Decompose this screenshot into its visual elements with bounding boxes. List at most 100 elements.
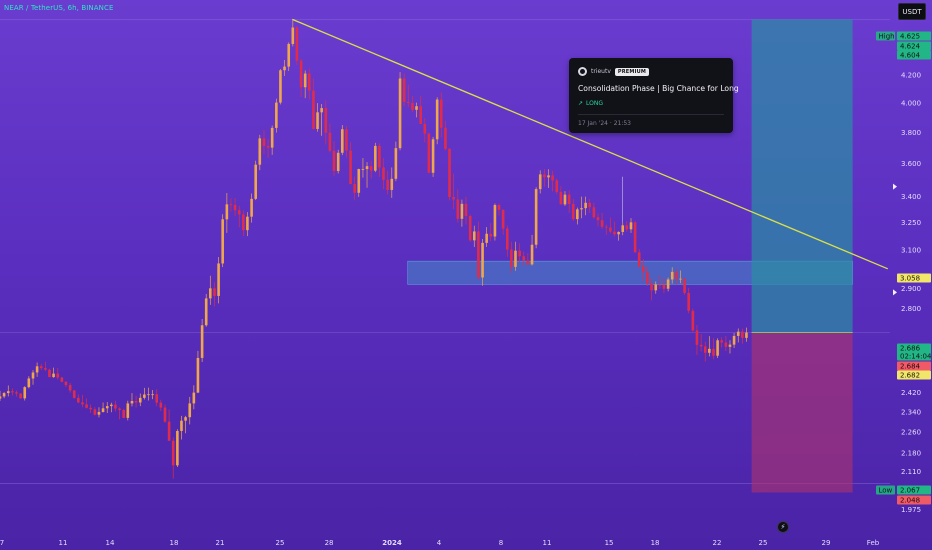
candle-body (728, 344, 732, 347)
price-tag-value: 2.682 (900, 372, 920, 380)
price-tag-value: 2.067 (900, 487, 920, 495)
trendline (292, 18, 889, 270)
candle-body (456, 199, 460, 219)
y-tick-label: 3.600 (901, 160, 921, 168)
candle-body (72, 390, 76, 398)
candle-body (143, 394, 146, 398)
price-tag-label-bg (876, 31, 895, 41)
candle-body (431, 139, 435, 173)
candle-body (477, 231, 480, 278)
candle-body (637, 252, 641, 267)
candle-body (584, 202, 587, 209)
price-tag-value: 4.604 (900, 52, 921, 60)
idea-title[interactable]: Consolidation Phase | Big Chance for Lon… (578, 84, 739, 93)
candle-body (68, 385, 72, 391)
candle-body (621, 225, 625, 232)
y-tick-label: 2.260 (901, 429, 921, 437)
candle-body (736, 331, 740, 336)
candle-body (180, 420, 183, 431)
x-tick-label: 18 (651, 539, 660, 547)
candle-body (386, 179, 389, 190)
candle-body (266, 145, 270, 148)
candle-body (213, 288, 216, 296)
candle-body (427, 133, 431, 173)
candle-body (250, 198, 253, 217)
price-tag-label-bg (876, 485, 895, 495)
x-tick-label: 7 (0, 539, 4, 547)
candle-body (114, 404, 117, 409)
candle-body (15, 392, 18, 394)
x-tick-label: Feb (867, 539, 880, 547)
candle-body (365, 166, 369, 170)
candle-body (423, 124, 427, 134)
symbol-info[interactable]: NEAR / TetherUS, 6h, BINANCE (4, 4, 114, 12)
candle-body (378, 145, 381, 168)
currency-button[interactable]: USDT (898, 3, 926, 20)
candle-body (357, 169, 361, 193)
candle-body (530, 244, 534, 265)
x-tick-label: 29 (822, 539, 831, 547)
candle-body (464, 203, 468, 216)
y-tick-label: 4.200 (901, 71, 921, 79)
price-tag-value: 2.686 (900, 345, 921, 353)
candle-body (77, 397, 80, 403)
idea-direction: ↗ LONG (578, 100, 603, 107)
candle-body (176, 430, 179, 466)
candle-body (501, 209, 505, 229)
candle-body (287, 43, 291, 67)
candle-body (340, 129, 344, 153)
candle-body (600, 220, 604, 227)
candle-body (580, 208, 583, 210)
candle-body (307, 73, 311, 91)
candle-body (275, 102, 278, 128)
candle-body (188, 403, 192, 418)
candle-body (374, 145, 377, 171)
idea-author[interactable]: trieutv (591, 68, 611, 75)
candle-body (576, 209, 579, 220)
candle-body (559, 191, 563, 205)
candle-body (679, 278, 682, 280)
candle-body (398, 78, 402, 149)
candle-body (110, 404, 113, 407)
candle-body (2, 393, 6, 397)
candle-body (229, 204, 233, 206)
loss-zone (751, 332, 853, 493)
candle-body (402, 78, 406, 103)
candle-body (485, 233, 488, 243)
candle-body (448, 148, 451, 198)
candle-body (163, 407, 167, 422)
candle-body (613, 231, 616, 235)
candle-body (167, 421, 171, 441)
x-tick-label: 11 (543, 539, 552, 547)
price-tag-label: High (879, 33, 895, 41)
lightning-icon[interactable]: ⚡ (777, 521, 789, 533)
candle-body (472, 231, 476, 241)
candle-body (279, 70, 282, 103)
y-tick-label: 2.420 (901, 389, 921, 397)
candle-body (64, 381, 68, 386)
profit-zone (751, 19, 853, 333)
candle-body (320, 108, 323, 113)
idea-card[interactable]: trieutv PREMIUM Consolidation Phase | Bi… (569, 58, 739, 133)
candle-body (192, 392, 196, 404)
avatar-icon[interactable] (578, 67, 587, 76)
y-tick-label: 1.975 (901, 506, 921, 514)
candle-body (138, 397, 142, 403)
candle-body (699, 344, 703, 347)
candle-body (741, 331, 744, 338)
candle-body (629, 222, 633, 230)
y-tick-label: 2.180 (901, 449, 921, 457)
price-tag (897, 31, 931, 41)
candle-body (369, 166, 373, 171)
candle-body (382, 167, 385, 180)
axis-arrow-icon (893, 289, 897, 296)
candle-body (254, 164, 257, 199)
candle-body (11, 391, 14, 393)
candle-body (184, 417, 187, 421)
price-tag (897, 343, 931, 361)
idea-direction-label: LONG (586, 100, 604, 107)
candle-body (695, 330, 699, 345)
candle-body (204, 298, 208, 326)
candle-body (406, 102, 410, 104)
